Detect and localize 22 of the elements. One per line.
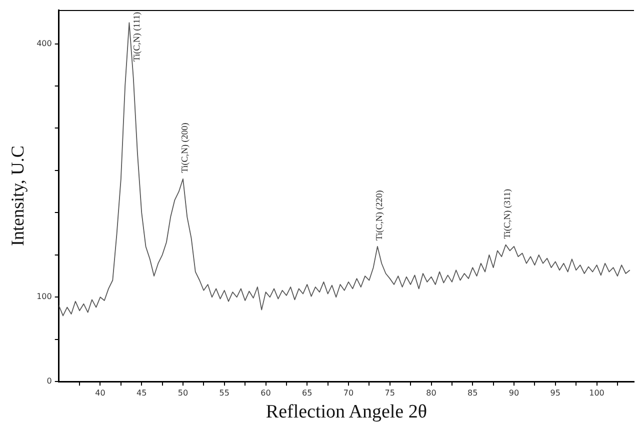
x-tick-label: 100	[589, 388, 604, 398]
annotation: Ti(C,N) (111)	[132, 12, 142, 62]
annotation: Ti(C,N) (220)	[374, 190, 384, 240]
annotation: Ti(C,N) (200)	[179, 122, 190, 173]
y-axis-title: Intensity, U.C	[8, 146, 28, 246]
x-tick-label: 50	[178, 388, 188, 398]
x-tick-label: 85	[468, 388, 478, 398]
y-tick-label: 100	[36, 292, 52, 302]
x-tick-label: 70	[343, 388, 354, 398]
annotation: Ti(C,N) (311)	[502, 188, 512, 239]
y-tick-label: 400	[36, 38, 52, 48]
x-axis-title: Reflection Angele 2θ	[266, 402, 427, 423]
x-tick-label: 40	[95, 388, 106, 398]
x-tick-label: 55	[219, 388, 230, 398]
x-tick-label: 80	[426, 388, 436, 398]
x-tick-label: 90	[508, 388, 520, 398]
x-tick-label: 65	[302, 388, 312, 398]
x-tick-label: 75	[384, 388, 395, 398]
x-tick-label: 60	[260, 388, 271, 398]
y-tick-label: 0	[46, 376, 52, 386]
x-tick-label: 45	[136, 388, 147, 398]
x-tick-label: 95	[550, 388, 560, 398]
